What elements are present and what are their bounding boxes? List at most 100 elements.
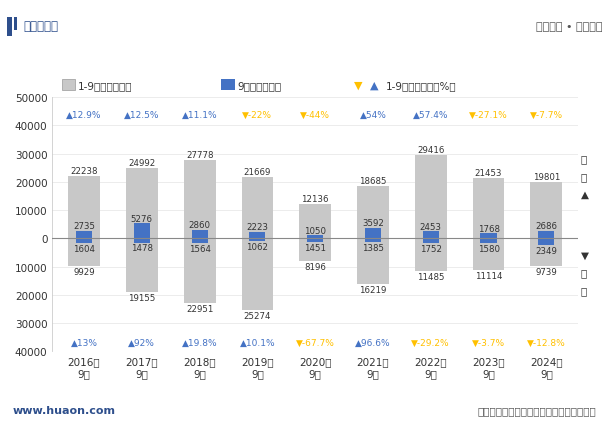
Text: ▼-22%: ▼-22% [242,110,272,119]
Text: ▼-29.2%: ▼-29.2% [411,339,450,348]
Text: ▼-67.7%: ▼-67.7% [296,339,335,348]
Bar [365,229,381,239]
Text: 19155: 19155 [128,294,156,303]
Bar [365,239,381,243]
Bar [221,80,235,91]
Bar [480,239,497,243]
Text: 2016-2024年9月宁夏回族自治区外商投资企业进、出口额: 2016-2024年9月宁夏回族自治区外商投资企业进、出口额 [152,48,463,66]
Text: 进: 进 [581,268,587,278]
Text: ▼-12.8%: ▼-12.8% [527,339,566,348]
Text: ▲92%: ▲92% [129,339,155,348]
Text: 口: 口 [581,172,587,181]
Bar [530,183,562,239]
Text: 11485: 11485 [417,272,445,281]
Text: 3592: 3592 [362,219,384,228]
Text: 16219: 16219 [359,285,387,294]
Text: 9739: 9739 [536,267,557,276]
Text: ▲: ▲ [581,189,589,199]
Text: 出: 出 [581,154,587,164]
Bar [126,239,157,293]
Text: ▲11.1%: ▲11.1% [182,110,218,119]
Bar [68,239,100,267]
Text: 25274: 25274 [244,311,271,320]
Text: ▲19.8%: ▲19.8% [182,339,218,348]
Text: 1580: 1580 [477,244,499,253]
Bar [538,239,554,245]
Bar [473,239,504,270]
Bar [242,178,273,239]
Text: ▼: ▼ [354,80,362,90]
Text: ▲10.1%: ▲10.1% [240,339,276,348]
Text: 8196: 8196 [304,263,326,272]
Bar [307,239,323,243]
Text: 12136: 12136 [301,195,329,204]
Bar [423,239,439,244]
Text: 9929: 9929 [73,268,95,277]
Text: 22238: 22238 [70,166,98,175]
Bar [530,239,562,266]
Text: 2349: 2349 [536,246,557,255]
Bar [357,239,389,285]
Text: 1564: 1564 [189,244,210,253]
Text: 21453: 21453 [475,168,502,177]
Bar [473,178,504,239]
Text: 9月（万美元）: 9月（万美元） [237,81,282,91]
Text: ▲54%: ▲54% [360,110,386,119]
Text: ▼: ▼ [581,250,589,260]
Text: ▲13%: ▲13% [71,339,98,348]
Text: 2453: 2453 [420,222,442,231]
Text: ▲12.9%: ▲12.9% [66,110,102,119]
Bar [133,239,150,243]
Bar [68,176,100,239]
Text: 2860: 2860 [189,221,210,230]
Bar [300,239,331,262]
Bar [249,233,266,239]
Text: ▼-27.1%: ▼-27.1% [469,110,508,119]
Text: 5276: 5276 [131,214,153,223]
Text: 19801: 19801 [533,173,560,182]
Text: 29416: 29416 [417,146,445,155]
Bar [76,231,92,239]
Bar [184,161,215,239]
Bar [7,18,12,37]
Text: 1768: 1768 [477,224,499,233]
Bar [538,231,554,239]
Bar [14,18,17,31]
Text: ▲57.4%: ▲57.4% [413,110,448,119]
Text: ▼-44%: ▼-44% [300,110,330,119]
Text: ▼-7.7%: ▼-7.7% [530,110,563,119]
Text: 1050: 1050 [304,226,326,235]
Bar [76,239,92,243]
Bar [423,232,439,239]
Bar [242,239,273,310]
Text: 华经情报网: 华经情报网 [23,20,58,33]
Text: www.huaon.com: www.huaon.com [12,406,115,415]
Text: 1385: 1385 [362,244,384,253]
Bar [184,239,215,303]
Text: ▲96.6%: ▲96.6% [355,339,391,348]
Text: 2686: 2686 [535,222,557,230]
Bar [307,236,323,239]
Bar [133,224,150,239]
Text: 21669: 21669 [244,168,271,177]
Bar [191,231,208,239]
Text: 24992: 24992 [128,158,156,167]
Bar [415,156,446,239]
Text: 口: 口 [581,285,587,296]
Text: 1451: 1451 [304,244,326,253]
Text: 1-9月（万美元）: 1-9月（万美元） [77,81,132,91]
Text: 18685: 18685 [359,176,387,185]
Text: 27778: 27778 [186,151,213,160]
Text: 11114: 11114 [475,271,502,280]
Text: 2735: 2735 [73,221,95,230]
Bar [62,80,75,91]
Bar [300,204,331,239]
Bar [480,234,497,239]
Bar [415,239,446,271]
Text: 2223: 2223 [247,223,268,232]
Text: 22951: 22951 [186,305,213,314]
Bar [126,168,157,239]
Text: ▼-3.7%: ▼-3.7% [472,339,505,348]
Bar [191,239,208,243]
Text: ▲: ▲ [370,80,378,90]
